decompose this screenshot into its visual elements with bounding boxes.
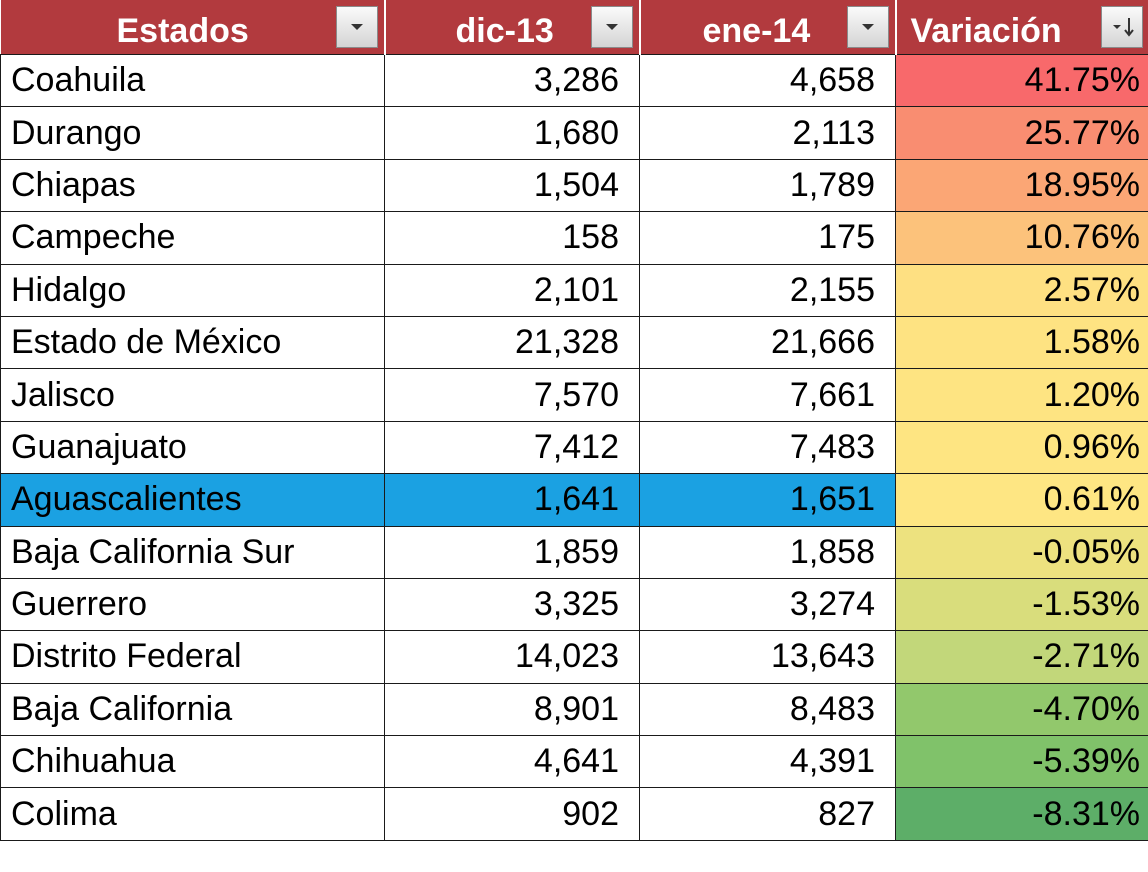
cell-estado[interactable]: Campeche xyxy=(0,211,385,265)
cell-ene-14[interactable]: 2,155 xyxy=(639,263,896,317)
cell-dic-13[interactable]: 1,859 xyxy=(384,525,640,579)
cell-dic-13[interactable]: 902 xyxy=(384,787,640,841)
cell-variacion[interactable]: -1.53% xyxy=(895,577,1148,632)
cell-variacion[interactable]: -0.05% xyxy=(895,525,1148,579)
dropdown-arrow-icon xyxy=(861,24,874,30)
cell-variacion[interactable]: 1.20% xyxy=(895,368,1148,422)
table-row[interactable]: Chiapas 1,504 1,789 18.95% xyxy=(0,158,1148,213)
cell-variacion[interactable]: 10.76% xyxy=(895,211,1148,265)
cell-variacion[interactable]: 0.61% xyxy=(895,473,1148,527)
filter-dropdown-button[interactable] xyxy=(846,6,889,48)
header-row: Estados dic-13 ene-14 Variación xyxy=(0,0,1148,55)
header-label: ene-14 xyxy=(702,12,811,50)
cell-variacion[interactable]: 1.58% xyxy=(895,315,1148,370)
table-row[interactable]: Baja California Sur 1,859 1,858 -0.05% xyxy=(0,525,1148,579)
cell-dic-13[interactable]: 1,504 xyxy=(384,158,640,213)
table-row[interactable]: Chihuahua 4,641 4,391 -5.39% xyxy=(0,735,1148,789)
cell-ene-14[interactable]: 7,483 xyxy=(639,420,896,475)
header-variacion: Variación xyxy=(895,0,1148,55)
cell-ene-14[interactable]: 1,651 xyxy=(639,473,896,527)
cell-ene-14[interactable]: 4,658 xyxy=(639,53,896,108)
cell-variacion[interactable]: 0.96% xyxy=(895,420,1148,475)
table-row[interactable]: Colima 902 827 -8.31% xyxy=(0,787,1148,841)
sort-filter-button[interactable] xyxy=(1100,6,1143,48)
cell-ene-14[interactable]: 1,789 xyxy=(639,158,896,213)
cell-estado[interactable]: Colima xyxy=(0,787,385,841)
table-row[interactable]: Campeche 158 175 10.76% xyxy=(0,211,1148,265)
cell-variacion[interactable]: 18.95% xyxy=(895,158,1148,213)
cell-ene-14[interactable]: 21,666 xyxy=(639,315,896,370)
cell-ene-14[interactable]: 3,274 xyxy=(639,577,896,632)
dropdown-arrow-icon xyxy=(350,24,363,30)
cell-variacion[interactable]: 41.75% xyxy=(895,53,1148,108)
table-row[interactable]: Hidalgo 2,101 2,155 2.57% xyxy=(0,263,1148,317)
cell-estado[interactable]: Baja California xyxy=(0,682,385,737)
header-estados: Estados xyxy=(0,0,386,55)
table-row[interactable]: Aguascalientes 1,641 1,651 0.61% xyxy=(0,473,1148,527)
sort-descending-icon xyxy=(1112,18,1134,37)
cell-dic-13[interactable]: 8,901 xyxy=(384,682,640,737)
cell-ene-14[interactable]: 827 xyxy=(639,787,896,841)
filter-dropdown-button[interactable] xyxy=(335,6,378,48)
cell-estado[interactable]: Distrito Federal xyxy=(0,630,385,684)
cell-dic-13[interactable]: 1,641 xyxy=(384,473,640,527)
cell-estado[interactable]: Estado de México xyxy=(0,315,385,370)
cell-dic-13[interactable]: 7,412 xyxy=(384,420,640,475)
cell-dic-13[interactable]: 1,680 xyxy=(384,106,640,160)
table-row[interactable]: Jalisco 7,570 7,661 1.20% xyxy=(0,368,1148,422)
cell-estado[interactable]: Jalisco xyxy=(0,368,385,422)
cell-estado[interactable]: Baja California Sur xyxy=(0,525,385,579)
cell-variacion[interactable]: -4.70% xyxy=(895,682,1148,737)
cell-ene-14[interactable]: 8,483 xyxy=(639,682,896,737)
table-row[interactable]: Distrito Federal 14,023 13,643 -2.71% xyxy=(0,630,1148,684)
cell-dic-13[interactable]: 7,570 xyxy=(384,368,640,422)
header-label: dic-13 xyxy=(455,12,554,50)
table-row[interactable]: Coahuila 3,286 4,658 41.75% xyxy=(0,53,1148,108)
filter-dropdown-button[interactable] xyxy=(590,6,633,48)
cell-dic-13[interactable]: 158 xyxy=(384,211,640,265)
cell-dic-13[interactable]: 3,325 xyxy=(384,577,640,632)
cell-estado[interactable]: Aguascalientes xyxy=(0,473,385,527)
table-row[interactable]: Guanajuato 7,412 7,483 0.96% xyxy=(0,420,1148,475)
table-row[interactable]: Estado de México 21,328 21,666 1.58% xyxy=(0,315,1148,370)
header-dic-13: dic-13 xyxy=(384,0,641,55)
cell-ene-14[interactable]: 1,858 xyxy=(639,525,896,579)
states-table: Estados dic-13 ene-14 Variación xyxy=(0,0,1148,841)
cell-ene-14[interactable]: 4,391 xyxy=(639,735,896,789)
table-row[interactable]: Baja California 8,901 8,483 -4.70% xyxy=(0,682,1148,737)
header-ene-14: ene-14 xyxy=(639,0,897,55)
cell-ene-14[interactable]: 175 xyxy=(639,211,896,265)
table-row[interactable]: Durango 1,680 2,113 25.77% xyxy=(0,106,1148,160)
cell-estado[interactable]: Coahuila xyxy=(0,53,385,108)
cell-dic-13[interactable]: 3,286 xyxy=(384,53,640,108)
header-label: Variación xyxy=(910,12,1062,50)
cell-dic-13[interactable]: 14,023 xyxy=(384,630,640,684)
cell-estado[interactable]: Chihuahua xyxy=(0,735,385,789)
cell-dic-13[interactable]: 21,328 xyxy=(384,315,640,370)
cell-estado[interactable]: Guerrero xyxy=(0,577,385,632)
dropdown-arrow-icon xyxy=(605,24,618,30)
cell-ene-14[interactable]: 2,113 xyxy=(639,106,896,160)
cell-estado[interactable]: Chiapas xyxy=(0,158,385,213)
cell-ene-14[interactable]: 13,643 xyxy=(639,630,896,684)
cell-estado[interactable]: Hidalgo xyxy=(0,263,385,317)
cell-variacion[interactable]: -8.31% xyxy=(895,787,1148,841)
cell-variacion[interactable]: -2.71% xyxy=(895,630,1148,684)
table-body: Coahuila 3,286 4,658 41.75% Durango 1,680 2,11… xyxy=(0,53,1148,841)
cell-variacion[interactable]: 25.77% xyxy=(895,106,1148,160)
cell-estado[interactable]: Guanajuato xyxy=(0,420,385,475)
cell-ene-14[interactable]: 7,661 xyxy=(639,368,896,422)
cell-dic-13[interactable]: 4,641 xyxy=(384,735,640,789)
cell-variacion[interactable]: -5.39% xyxy=(895,735,1148,789)
table-row[interactable]: Guerrero 3,325 3,274 -1.53% xyxy=(0,577,1148,632)
cell-variacion[interactable]: 2.57% xyxy=(895,263,1148,317)
header-label: Estados xyxy=(116,12,249,50)
cell-estado[interactable]: Durango xyxy=(0,106,385,160)
cell-dic-13[interactable]: 2,101 xyxy=(384,263,640,317)
